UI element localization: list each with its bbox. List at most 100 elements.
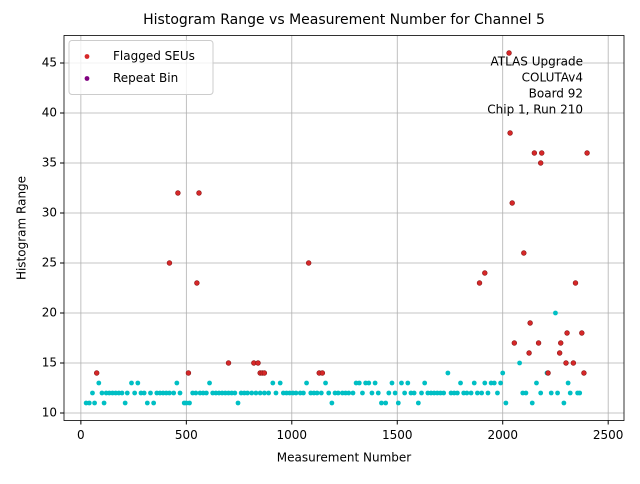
point	[548, 390, 554, 396]
legend-label: Repeat Bin	[113, 71, 178, 85]
point	[266, 390, 271, 396]
x-tick-label: 1500	[382, 428, 413, 442]
point	[141, 390, 147, 396]
point	[174, 380, 180, 386]
point	[235, 400, 241, 406]
y-tick-label: 30	[42, 206, 57, 220]
point	[196, 190, 202, 196]
point	[335, 390, 341, 396]
point	[360, 390, 365, 396]
point	[261, 370, 268, 376]
point	[257, 390, 263, 396]
point	[379, 400, 384, 406]
point	[422, 380, 428, 386]
point	[395, 400, 401, 406]
point	[563, 360, 569, 366]
point	[482, 380, 488, 386]
y-tick-label: 20	[42, 306, 57, 320]
y-axis-label: Histogram Range	[15, 176, 29, 280]
point	[511, 340, 518, 346]
point	[144, 400, 150, 406]
legend-marker	[84, 76, 90, 81]
point	[151, 400, 157, 406]
point	[454, 390, 460, 396]
point	[531, 150, 538, 156]
point	[99, 390, 105, 396]
point	[458, 380, 463, 386]
point	[167, 390, 172, 396]
point	[471, 380, 477, 386]
point	[326, 390, 332, 396]
y-tick-label: 15	[42, 356, 57, 370]
point	[346, 390, 352, 396]
point	[277, 380, 283, 386]
point	[375, 390, 381, 396]
point	[318, 390, 324, 396]
x-axis-label: Measurement Number	[277, 451, 411, 465]
y-tick-label: 35	[42, 156, 57, 170]
point	[537, 160, 544, 166]
legend-box	[68, 40, 214, 95]
point	[517, 360, 522, 366]
point	[564, 330, 570, 336]
point	[498, 380, 504, 386]
point	[445, 370, 451, 376]
point	[185, 370, 192, 376]
point	[405, 380, 411, 386]
point	[500, 370, 506, 376]
point	[526, 350, 532, 356]
point	[441, 390, 447, 396]
point	[577, 390, 583, 396]
point	[539, 150, 545, 156]
point	[507, 130, 513, 136]
y-tick-label: 40	[42, 106, 57, 120]
point	[372, 380, 378, 386]
point	[96, 380, 102, 386]
point	[203, 390, 209, 396]
annotation: COLUTAv4	[522, 71, 583, 85]
annotation: Chip 1, Run 210	[487, 103, 583, 117]
point	[350, 390, 356, 396]
point	[300, 390, 306, 396]
point	[122, 400, 128, 406]
point	[523, 390, 529, 396]
point	[124, 390, 130, 396]
point	[323, 380, 328, 386]
point	[491, 380, 497, 386]
chart-title: Histogram Range vs Measurement Number fo…	[143, 12, 545, 28]
point	[261, 390, 267, 396]
point	[482, 270, 488, 276]
point	[304, 380, 309, 386]
legend-marker	[84, 54, 90, 59]
point	[506, 50, 512, 56]
point	[529, 400, 535, 406]
point	[565, 380, 571, 386]
point	[399, 380, 404, 386]
point	[570, 360, 577, 366]
y-tick-label: 25	[42, 256, 57, 270]
point	[132, 390, 138, 396]
point	[119, 390, 125, 396]
point	[249, 390, 255, 396]
point	[177, 390, 183, 396]
point	[479, 390, 485, 396]
point	[270, 380, 276, 386]
point	[475, 390, 480, 396]
annotation: ATLAS Upgrade	[490, 55, 583, 69]
point	[166, 260, 173, 266]
point	[255, 360, 261, 366]
plot-frame	[63, 35, 625, 421]
point	[193, 390, 199, 396]
point	[245, 390, 250, 396]
annotation: Board 92	[529, 87, 583, 101]
point	[389, 380, 395, 386]
x-tick-label: 500	[175, 428, 198, 442]
point	[567, 390, 573, 396]
point	[538, 390, 544, 396]
point	[579, 330, 585, 336]
point	[509, 200, 515, 206]
point	[556, 350, 563, 356]
point	[225, 360, 232, 366]
point	[386, 390, 392, 396]
